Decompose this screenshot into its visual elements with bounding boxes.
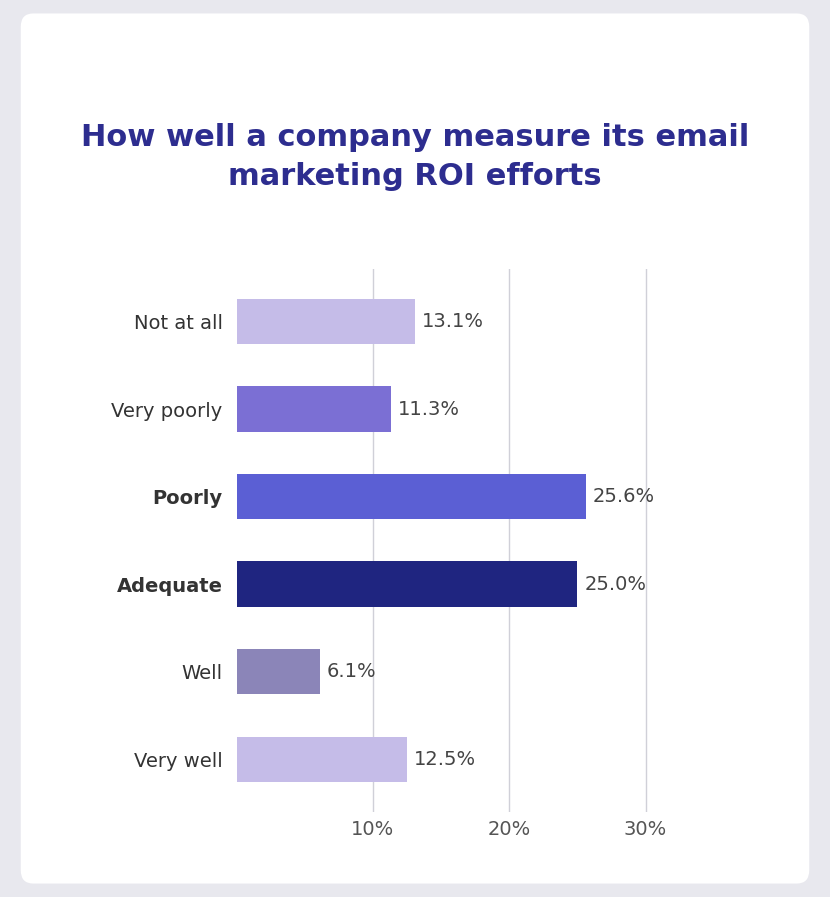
Text: 12.5%: 12.5% [414, 750, 476, 769]
Text: How well a company measure its email
marketing ROI efforts: How well a company measure its email mar… [81, 123, 749, 191]
Bar [237, 736, 407, 782]
Bar [237, 474, 586, 519]
FancyBboxPatch shape [21, 13, 809, 884]
Text: 6.1%: 6.1% [326, 662, 376, 681]
Text: 11.3%: 11.3% [398, 400, 460, 419]
Bar [237, 649, 320, 694]
Bar [237, 387, 391, 432]
Text: 13.1%: 13.1% [422, 312, 484, 331]
Bar [237, 299, 415, 344]
Text: 25.6%: 25.6% [593, 487, 655, 506]
Text: 25.0%: 25.0% [584, 575, 647, 594]
Bar [237, 562, 578, 607]
